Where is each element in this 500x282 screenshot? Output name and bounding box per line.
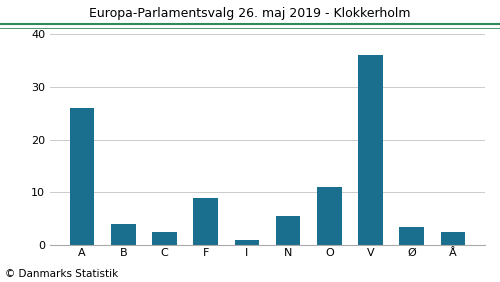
Bar	[70, 108, 94, 245]
Bar	[317, 187, 342, 245]
Text: © Danmarks Statistik: © Danmarks Statistik	[5, 269, 118, 279]
Bar	[400, 227, 424, 245]
Bar	[111, 224, 136, 245]
Bar	[276, 216, 300, 245]
Text: Europa-Parlamentsvalg 26. maj 2019 - Klokkerholm: Europa-Parlamentsvalg 26. maj 2019 - Klo…	[89, 7, 411, 20]
Bar	[440, 232, 465, 245]
Bar	[234, 240, 260, 245]
Bar	[194, 198, 218, 245]
Bar	[152, 232, 177, 245]
Bar	[358, 55, 383, 245]
